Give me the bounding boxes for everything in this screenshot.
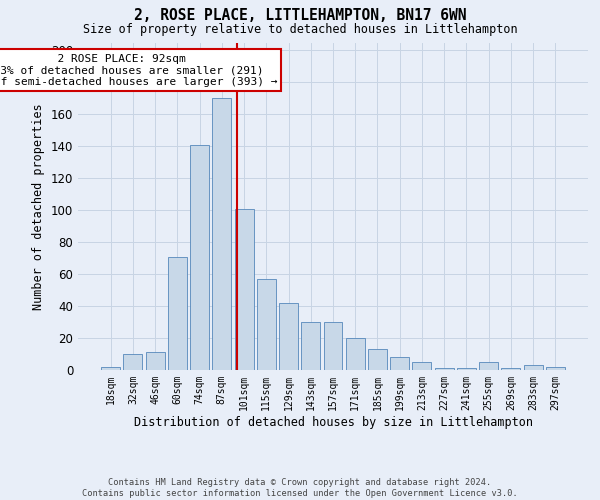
Bar	[257, 279, 276, 370]
Bar	[524, 365, 542, 370]
Bar	[190, 144, 209, 370]
Bar	[546, 367, 565, 370]
Bar	[168, 256, 187, 370]
Text: Contains HM Land Registry data © Crown copyright and database right 2024.
Contai: Contains HM Land Registry data © Crown c…	[82, 478, 518, 498]
Bar	[479, 362, 498, 370]
Y-axis label: Number of detached properties: Number of detached properties	[32, 103, 45, 310]
Bar	[124, 354, 142, 370]
Bar	[235, 208, 254, 370]
Bar	[412, 362, 431, 370]
Bar	[502, 368, 520, 370]
Text: 2, ROSE PLACE, LITTLEHAMPTON, BN17 6WN: 2, ROSE PLACE, LITTLEHAMPTON, BN17 6WN	[134, 8, 466, 22]
Text: Size of property relative to detached houses in Littlehampton: Size of property relative to detached ho…	[83, 23, 517, 36]
Bar	[212, 98, 231, 370]
Bar	[435, 368, 454, 370]
Bar	[301, 322, 320, 370]
Text: 2 ROSE PLACE: 92sqm  
← 43% of detached houses are smaller (291)
57% of semi-det: 2 ROSE PLACE: 92sqm ← 43% of detached ho…	[0, 54, 277, 87]
Bar	[146, 352, 164, 370]
Bar	[101, 367, 120, 370]
Bar	[368, 349, 387, 370]
Bar	[279, 303, 298, 370]
Bar	[323, 322, 343, 370]
Bar	[457, 368, 476, 370]
Bar	[390, 357, 409, 370]
Bar	[346, 338, 365, 370]
X-axis label: Distribution of detached houses by size in Littlehampton: Distribution of detached houses by size …	[133, 416, 533, 428]
